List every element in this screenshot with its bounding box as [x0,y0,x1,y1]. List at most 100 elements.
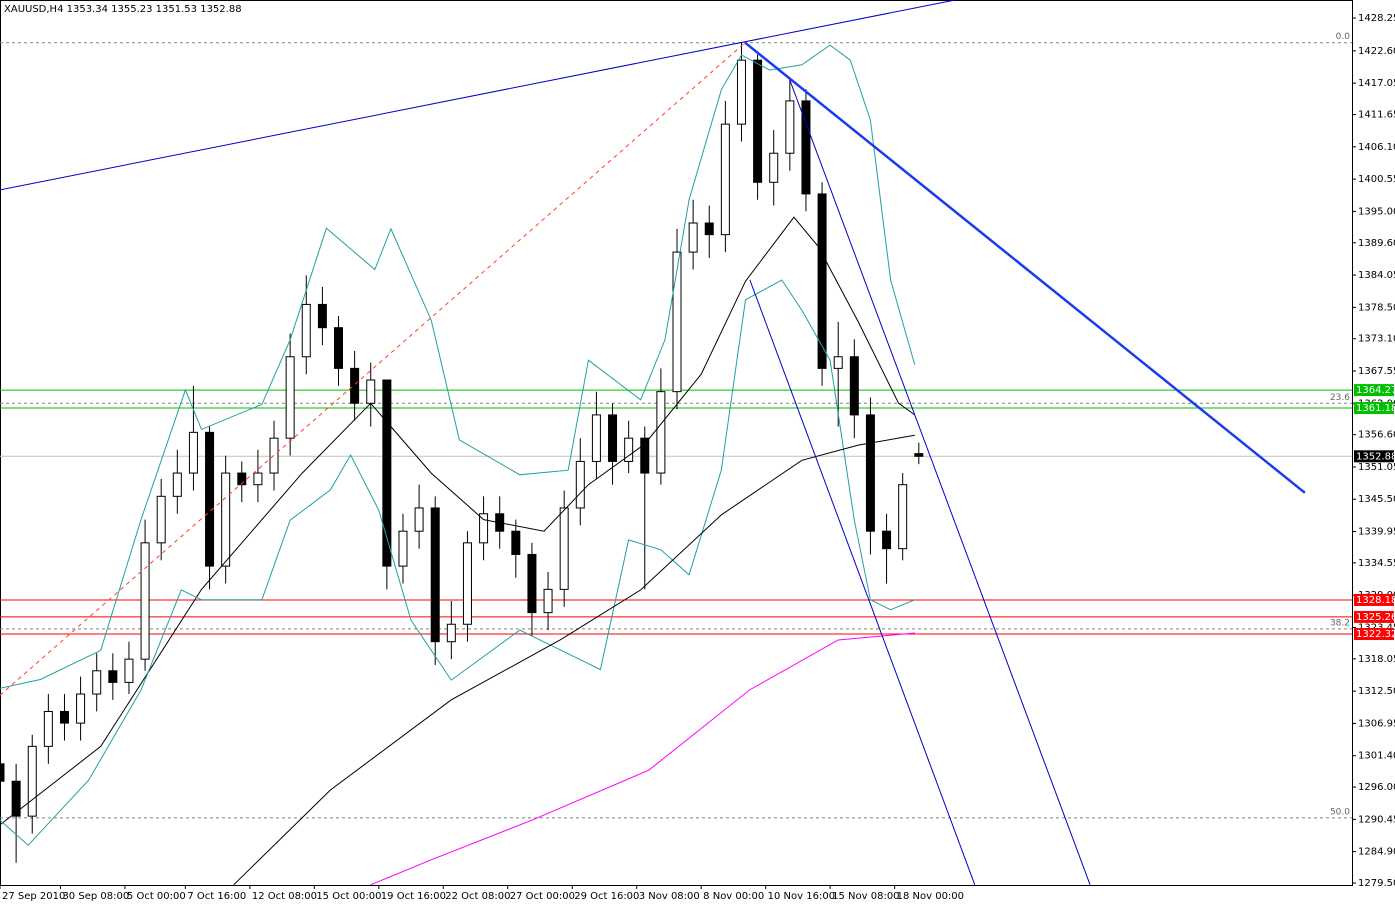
x-tick-label: 15 Nov 08:00 [832,891,899,902]
candle-body [720,123,730,236]
y-tick-label: 1406.10 [1358,142,1395,153]
y-tick-label: 1373.10 [1358,334,1395,345]
candle-body [188,431,198,474]
y-tick-label: 1312.50 [1358,686,1395,697]
candle-body [43,710,53,747]
candle-body [914,453,924,457]
candle-body [865,414,875,532]
level-tag [1354,384,1394,397]
fib-label: 0.0 [1336,32,1351,42]
candle-body [253,472,263,486]
y-tick-label: 1384.05 [1358,270,1395,281]
x-tick-label: 10 Nov 16:00 [768,891,835,902]
candle-body [76,693,86,724]
trend-line [749,279,976,885]
y-tick-label: 1351.05 [1358,462,1395,473]
y-tick-label: 1389.60 [1358,238,1395,249]
candle-body [672,251,682,393]
candle-body [0,763,5,782]
y-tick-label: 1400.55 [1358,174,1395,185]
candle-body [172,472,182,497]
y-tick-label: 1428.25 [1358,13,1395,24]
trend-line [744,41,1306,494]
x-tick-label: 19 Oct 16:00 [381,891,446,902]
candle-body [640,437,650,474]
candle-body [769,152,779,183]
candle-body [92,670,102,695]
y-tick-label: 1296.00 [1358,782,1395,793]
candle-body [527,553,537,614]
x-tick-label: 30 Sep 08:00 [62,891,129,902]
candle-body [317,303,327,329]
candle-body [398,530,408,567]
candle-body [559,507,569,590]
candle-body [140,542,150,660]
y-tick-label: 1279.50 [1358,878,1395,889]
level-tag-label: 1328.18 [1356,595,1395,606]
indicator-line [0,216,916,826]
x-tick-label: 27 Oct 00:00 [510,891,575,902]
candle-body [221,472,231,567]
candle-body [27,745,37,817]
y-tick-label: 1318.05 [1358,654,1395,665]
candle-body [656,391,666,474]
level-tag-label: 1361.18 [1356,403,1395,414]
fib-label: 23.6 [1330,393,1350,403]
candle-body [704,222,714,236]
y-tick-label: 1284.90 [1358,847,1395,858]
candle-body [882,530,892,550]
y-tick-label: 1378.50 [1358,302,1395,313]
candle-body [801,100,811,195]
candle-body [366,379,376,404]
y-tick-label: 1334.55 [1358,558,1395,569]
candle-body [301,303,311,358]
level-tag [1354,402,1394,415]
candle-body [124,658,134,683]
candle-body [688,222,698,253]
indicator-line [370,632,915,886]
candle-body [543,588,553,614]
level-tag [1354,593,1394,606]
candle-body [608,414,618,462]
candle-body [285,356,295,439]
level-tag-label: 1325.26 [1356,612,1395,623]
candle-body [334,327,344,369]
y-tick-label: 1356.60 [1358,430,1395,441]
x-tick-label: 15 Oct 00:00 [316,891,381,902]
candle-body [430,507,440,643]
candle-body [59,710,69,724]
y-tick-label: 1411.65 [1358,110,1395,121]
candle-body [462,542,472,625]
x-tick-label: 27 Sep 2010 [2,891,65,902]
x-tick-label: 22 Oct 08:00 [445,891,510,902]
level-tag [1354,610,1394,623]
candle-body [898,484,908,550]
candle-body [479,513,489,544]
candle-body [108,670,118,683]
candle-body [817,193,827,369]
y-tick-label: 1422.60 [1358,46,1395,57]
trend-line [789,79,1091,885]
candle-body [11,780,21,817]
candle-body [511,530,521,555]
plot-frame [0,0,1353,886]
candle-body [382,379,392,567]
candle-body [156,495,166,544]
x-tick-label: 29 Oct 16:00 [574,891,639,902]
candle-body [414,507,424,532]
candle-body [350,367,360,404]
y-tick-label: 1306.95 [1358,718,1395,729]
candle-body [624,437,634,462]
plot: 0.0 23.6 38.2 50.0 [0,0,1352,886]
indicator-line [0,279,915,846]
chart-title: XAUUSD,H4 1353.34 1355.23 1351.53 1352.8… [4,4,242,15]
indicator-line [0,44,916,689]
x-tick-label: 18 Nov 00:00 [897,891,964,902]
y-tick-label: 1290.45 [1358,814,1395,825]
candle-body [785,100,795,154]
fib-label: 38.2 [1330,618,1350,628]
candle-body [736,59,746,125]
x-tick-label: 12 Oct 08:00 [252,891,317,902]
candle-body [849,356,859,416]
candle-body [753,59,763,183]
